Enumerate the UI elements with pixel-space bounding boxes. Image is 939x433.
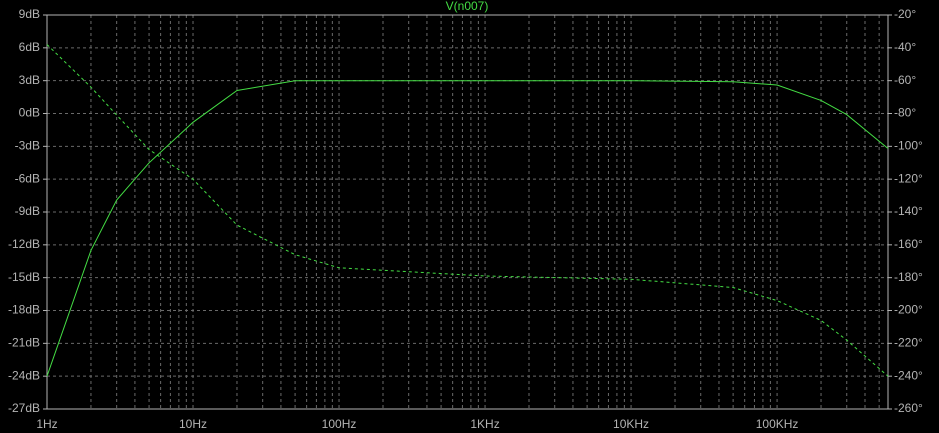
y-tick-label: -15dB <box>8 270 40 284</box>
x-tick-label: 100KHz <box>756 417 799 431</box>
x-tick-label: 100Hz <box>322 417 357 431</box>
y-tick-label: 0dB <box>19 106 40 120</box>
y-tick-label: -21dB <box>8 336 40 350</box>
y-tick-label: -12dB <box>8 237 40 251</box>
y-tick-label: 9dB <box>19 7 40 21</box>
chart-title: V(n007) <box>446 0 489 13</box>
y-tick-label: -9dB <box>15 204 40 218</box>
y2-tick-label: -220° <box>894 336 923 350</box>
x-tick-label: 1Hz <box>36 417 57 431</box>
y2-tick-label: -240° <box>894 368 923 382</box>
plot-border <box>46 14 889 410</box>
x-tick-label: 10Hz <box>179 417 207 431</box>
y2-tick-label: -260° <box>894 401 923 415</box>
y2-tick-label: -120° <box>894 171 923 185</box>
y-tick-label: 6dB <box>19 40 40 54</box>
x-tick-label: 1KHz <box>470 417 499 431</box>
y-tick-label: -18dB <box>8 303 40 317</box>
y2-tick-label: -180° <box>894 270 923 284</box>
series-line <box>46 44 889 377</box>
series-line <box>46 80 889 377</box>
y2-tick-label: -200° <box>894 303 923 317</box>
y-tick-label: -6dB <box>15 171 40 185</box>
y2-tick-label: -140° <box>894 204 923 218</box>
y2-tick-label: -160° <box>894 237 923 251</box>
y-tick-label: -24dB <box>8 368 40 382</box>
y-tick-label: 3dB <box>19 73 40 87</box>
y2-tick-label: -20° <box>894 7 916 21</box>
y2-tick-label: -40° <box>894 40 916 54</box>
y-tick-label: -27dB <box>8 401 40 415</box>
y2-tick-label: -80° <box>894 106 916 120</box>
y2-tick-label: -100° <box>894 139 923 153</box>
y-tick-label: -3dB <box>15 139 40 153</box>
x-tick-label: 10KHz <box>613 417 649 431</box>
y2-tick-label: -60° <box>894 73 916 87</box>
